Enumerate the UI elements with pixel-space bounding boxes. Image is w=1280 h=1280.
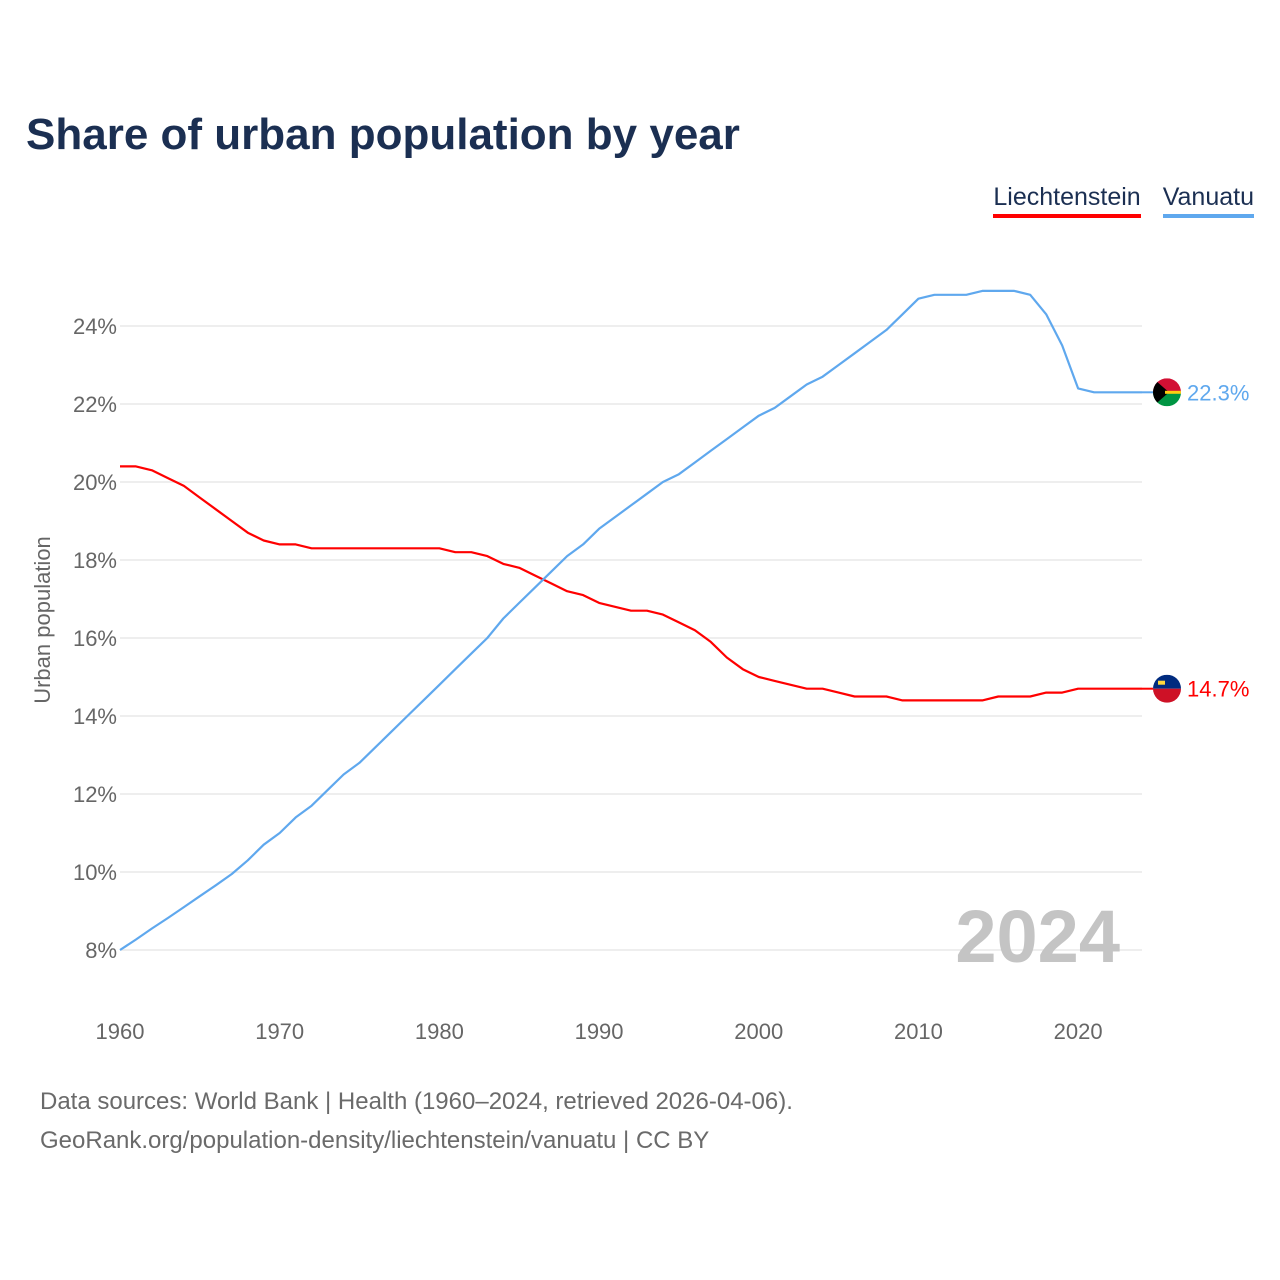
footer-link[interactable]: GeoRank.org/population-density/liechtens… xyxy=(40,1127,710,1154)
y-tick-label: 14% xyxy=(73,704,117,729)
chart-title: Share of urban population by year xyxy=(26,110,740,159)
y-tick-label: 22% xyxy=(73,392,117,417)
liechtenstein-flag-icon xyxy=(1153,674,1181,703)
y-axis-label: Urban population xyxy=(30,536,55,704)
y-tick-label: 12% xyxy=(73,782,117,807)
vanuatu-flag-icon xyxy=(1153,378,1181,407)
footer-source: Data sources: World Bank | Health (1960–… xyxy=(40,1088,793,1115)
y-tick-label: 24% xyxy=(73,314,117,339)
x-tick-label: 2000 xyxy=(734,1019,783,1044)
series-line-liechtenstein xyxy=(120,465,1142,702)
x-tick-label: 2010 xyxy=(894,1019,943,1044)
end-value-label: 22.3% xyxy=(1187,380,1249,405)
y-tick-label: 10% xyxy=(73,860,117,885)
y-tick-label: 8% xyxy=(85,938,117,963)
x-tick-label: 1960 xyxy=(96,1019,145,1044)
end-value-label: 14.7% xyxy=(1187,677,1249,702)
x-tick-label: 1980 xyxy=(415,1019,464,1044)
y-tick-label: 20% xyxy=(73,470,117,495)
y-tick-label: 18% xyxy=(73,548,117,573)
legend-vanuatu[interactable]: Vanuatu xyxy=(1162,183,1254,218)
x-tick-label: 1970 xyxy=(255,1019,304,1044)
y-tick-label: 16% xyxy=(73,626,117,651)
x-tick-label: 2020 xyxy=(1054,1019,1103,1044)
year-watermark: 2024 xyxy=(955,895,1120,978)
legend-liechtenstein[interactable]: Liechtenstein xyxy=(993,183,1141,218)
x-tick-label: 1990 xyxy=(575,1019,624,1044)
legend: Liechtenstein Vanuatu xyxy=(993,183,1254,218)
series-line-vanuatu xyxy=(119,289,1142,951)
